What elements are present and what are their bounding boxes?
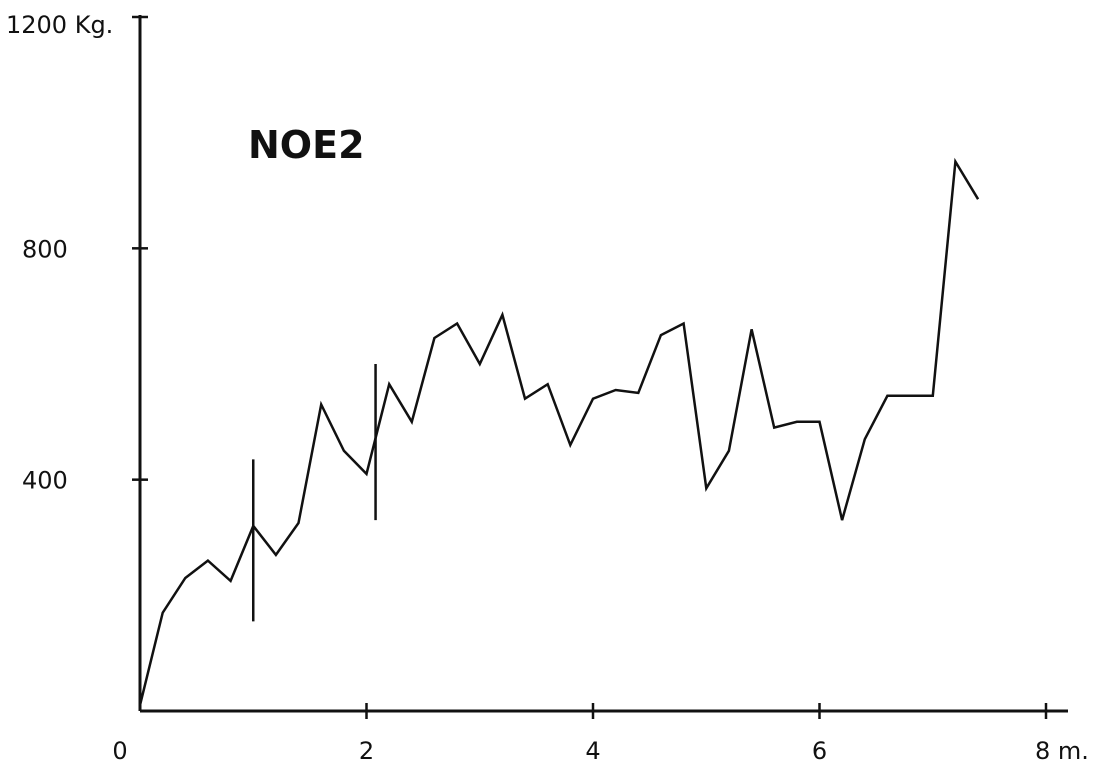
- ticks: 0 2 4 6 8 m. 400 800 1200 Kg.: [6, 11, 1089, 762]
- axes: [138, 15, 1068, 713]
- series-line: [138, 157, 980, 706]
- x-tick-label: 0: [112, 737, 127, 762]
- error-bars: [252, 364, 377, 622]
- x-tick-label: 4: [585, 737, 600, 762]
- y-tick-label: 800: [22, 235, 68, 263]
- y-tick-label: 1200 Kg.: [6, 11, 113, 39]
- x-tick-label: 2: [359, 737, 374, 762]
- y-tick-label: 400: [22, 467, 68, 495]
- x-tick-label: 8 m.: [1035, 737, 1089, 762]
- chart-title: NOE2: [248, 123, 365, 167]
- series: [138, 157, 980, 706]
- x-tick-label: 6: [812, 737, 827, 762]
